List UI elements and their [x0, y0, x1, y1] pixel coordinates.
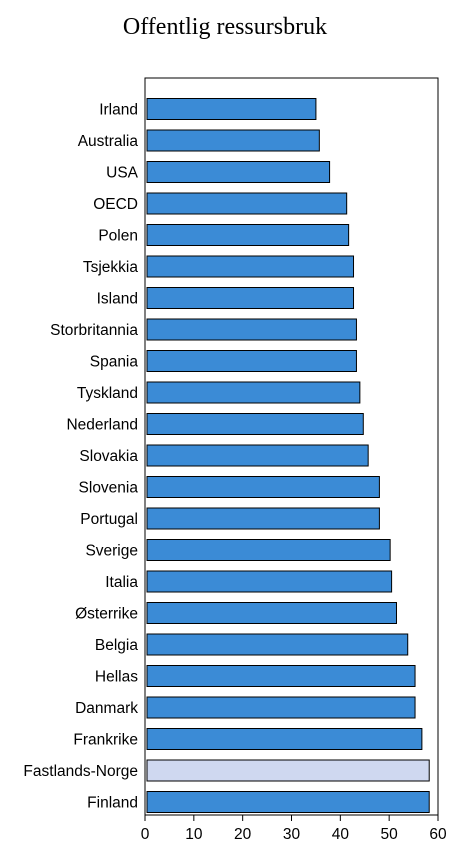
bar-spania: [146, 350, 357, 372]
bar-belgia: [146, 633, 409, 656]
bar-slovenia: [146, 476, 380, 498]
x-tick-label: 0: [141, 826, 150, 843]
category-label: Finland: [87, 795, 138, 812]
category-label: Tyskland: [77, 385, 138, 402]
bar-sverige: [146, 539, 391, 561]
x-tick-label: 30: [283, 826, 301, 843]
category-label: Østerrike: [75, 606, 138, 623]
bar-finland: [146, 791, 430, 813]
bar-portugal: [146, 507, 380, 530]
category-label: Portugal: [80, 511, 138, 528]
x-tick-label: 20: [234, 826, 252, 843]
bar-nederland: [146, 413, 364, 435]
chart-title: Offentlig ressursbruk: [122, 14, 328, 40]
bar-frankrike: [146, 728, 423, 750]
bar-tyskland: [146, 381, 361, 404]
category-label: Danmark: [75, 700, 138, 717]
category-label: Italia: [105, 574, 138, 591]
category-label: Tsjekkia: [83, 259, 139, 276]
category-label: Frankrike: [73, 732, 138, 749]
category-label: OECD: [93, 196, 138, 213]
category-label: USA: [106, 165, 139, 182]
bar-island: [146, 287, 355, 309]
category-label: Australia: [78, 133, 139, 150]
bar-hellas: [146, 665, 416, 687]
category-label: Slovenia: [79, 480, 139, 497]
category-label: Slovakia: [79, 448, 138, 465]
category-label: Polen: [98, 228, 138, 245]
bar-slovakia: [146, 444, 369, 467]
bar-fastlands-norge: [146, 759, 430, 782]
bar-oecd: [146, 192, 348, 215]
x-tick-label: 40: [332, 826, 350, 843]
category-label: Nederland: [66, 417, 138, 434]
bar-australia: [146, 129, 320, 152]
bar-østerrike: [146, 602, 397, 624]
category-label: Fastlands-Norge: [23, 763, 138, 780]
bar-storbritannia: [146, 318, 357, 341]
category-label: Irland: [99, 102, 138, 119]
category-label: Hellas: [95, 669, 138, 686]
bar-usa: [146, 161, 331, 183]
category-label: Island: [97, 291, 138, 308]
category-label: Belgia: [95, 637, 138, 654]
x-tick-label: 50: [381, 826, 399, 843]
category-label: Sverige: [85, 543, 138, 560]
bar-danmark: [146, 696, 416, 719]
bar-tsjekkia: [146, 255, 355, 278]
category-label: Storbritannia: [50, 322, 138, 339]
category-label: Spania: [90, 354, 139, 371]
x-tick-label: 60: [429, 826, 447, 843]
bar-polen: [146, 224, 350, 246]
bar-irland: [146, 98, 317, 120]
bar-italia: [146, 570, 393, 593]
x-tick-label: 10: [185, 826, 203, 843]
